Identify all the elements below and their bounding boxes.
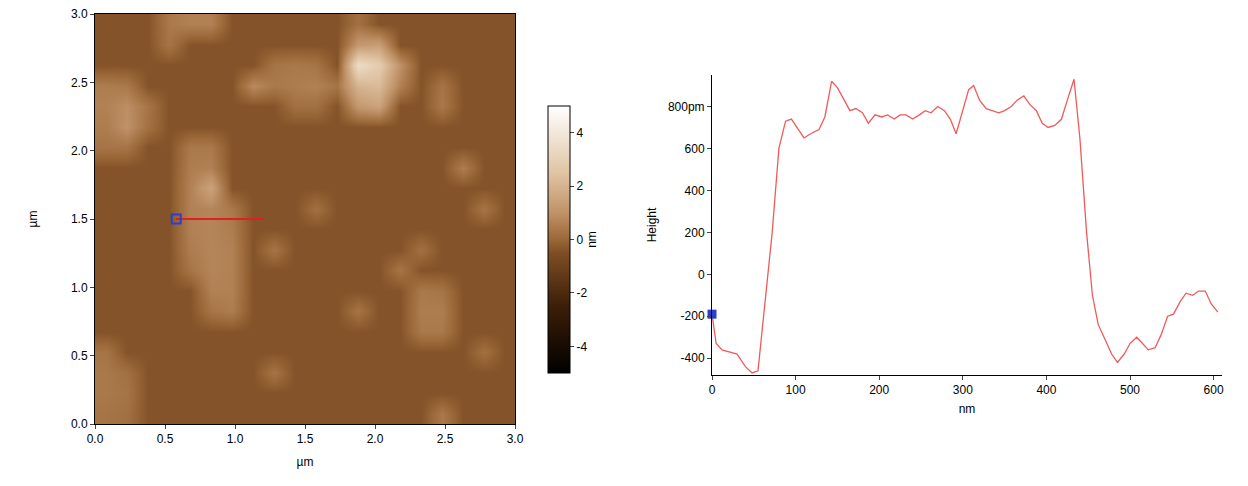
svg-text:0: 0: [576, 233, 583, 247]
svg-text:3.0: 3.0: [507, 432, 524, 446]
svg-text:0.5: 0.5: [157, 432, 174, 446]
svg-text:0.0: 0.0: [87, 432, 104, 446]
svg-text:-400: -400: [681, 351, 705, 365]
svg-text:2.5: 2.5: [437, 432, 454, 446]
svg-text:-2: -2: [576, 286, 587, 300]
svg-text:400: 400: [1036, 383, 1056, 397]
svg-text:800pm: 800pm: [668, 100, 705, 114]
svg-text:200: 200: [685, 226, 705, 240]
svg-text:0.5: 0.5: [71, 349, 88, 363]
svg-text:0: 0: [709, 383, 716, 397]
svg-text:100: 100: [786, 383, 806, 397]
svg-text:nm: nm: [959, 402, 976, 416]
svg-text:-200: -200: [681, 309, 705, 323]
svg-text:2.0: 2.0: [367, 432, 384, 446]
svg-text:4: 4: [576, 126, 583, 140]
svg-text:nm: nm: [585, 231, 599, 248]
svg-text:200: 200: [869, 383, 889, 397]
svg-text:µm: µm: [297, 455, 314, 469]
svg-text:600: 600: [1204, 383, 1224, 397]
svg-text:2.5: 2.5: [71, 76, 88, 90]
svg-text:0.0: 0.0: [71, 417, 88, 431]
svg-text:3.0: 3.0: [71, 7, 88, 21]
svg-text:1.5: 1.5: [71, 212, 88, 226]
svg-text:400: 400: [685, 184, 705, 198]
svg-text:2.0: 2.0: [71, 144, 88, 158]
svg-text:1.0: 1.0: [71, 281, 88, 295]
svg-text:-4: -4: [576, 340, 587, 354]
svg-text:600: 600: [685, 142, 705, 156]
svg-text:µm: µm: [26, 211, 40, 228]
svg-text:Height: Height: [645, 207, 659, 242]
svg-text:1.5: 1.5: [297, 432, 314, 446]
svg-text:0: 0: [698, 268, 705, 282]
svg-text:2: 2: [576, 179, 583, 193]
svg-text:500: 500: [1120, 383, 1140, 397]
svg-text:300: 300: [953, 383, 973, 397]
svg-text:1.0: 1.0: [227, 432, 244, 446]
